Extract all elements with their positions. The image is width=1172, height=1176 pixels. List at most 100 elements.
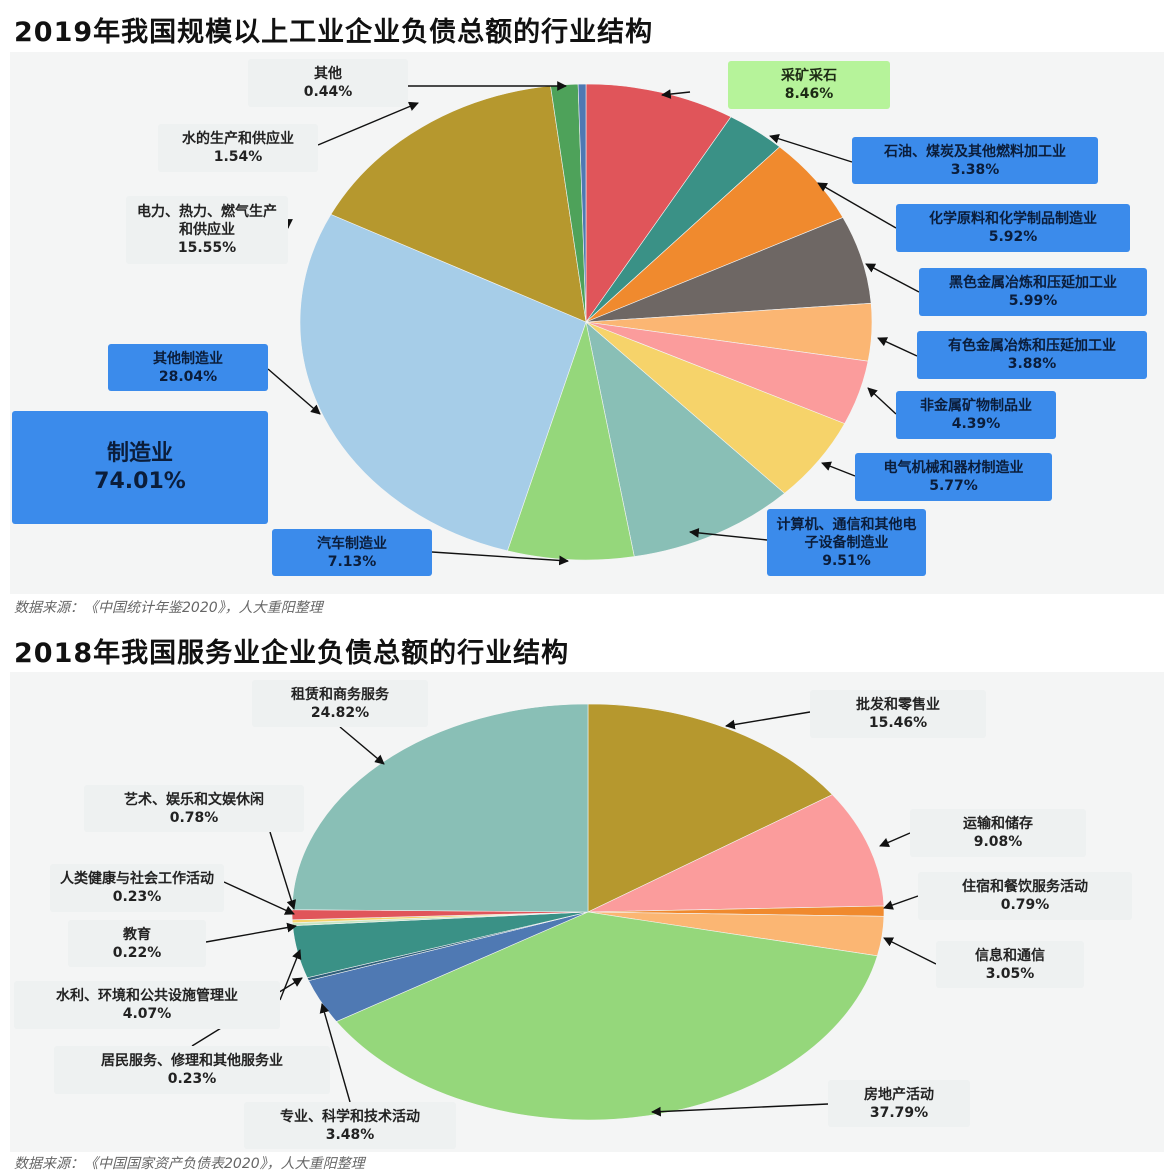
manufacturing-total-value: 74.01%: [94, 468, 186, 494]
chart2-leader-5: [319, 1003, 351, 1103]
slice-label-value: 0.79%: [1000, 897, 1050, 913]
chart2-leader-10: [269, 831, 297, 910]
chart1-source: 数据来源：《中国统计年鉴2020》，人大重阳整理: [14, 600, 323, 616]
slice-label-name: 运输和储存: [963, 816, 1033, 832]
manufacturing-total-name: 制造业: [106, 440, 173, 466]
chart2-slice-label-4: 房地产活动 37.79%: [828, 1080, 970, 1127]
slice-label-value: 0.44%: [303, 84, 353, 100]
chart2-slice-label-2: 住宿和餐饮服务活动 0.79%: [918, 872, 1132, 920]
slice-label-value: 9.08%: [973, 834, 1023, 850]
chart1-leader-5: [867, 387, 897, 415]
slice-label-name: 租赁和商务服务: [291, 686, 389, 703]
slice-label-name: 信息和通信: [975, 947, 1045, 964]
chart2-slice-label-3: 信息和通信 3.05%: [936, 941, 1084, 988]
chart1-slice-label-4: 有色金属冶炼和压延加工业 3.88%: [917, 331, 1147, 379]
slice-label-value: 0.78%: [169, 809, 219, 826]
chart1-leader-6: [821, 461, 856, 477]
slice-label-name: 其他制造业: [153, 350, 223, 367]
chart2-leader-2: [883, 895, 919, 910]
slice-label-name: 其他: [314, 66, 342, 82]
slice-label-name: 电气机械和器材制造业: [883, 460, 1024, 476]
slice-label-name: 居民服务、修理和其他服务业: [101, 1053, 283, 1069]
chart2-slice-label-10: 艺术、娱乐和文娱休闲 0.78%: [84, 785, 304, 832]
chart1-leader-0: [661, 89, 691, 99]
chart2-leader-3: [883, 937, 937, 965]
chart2-leader-1: [879, 832, 911, 847]
chart1-leader-4: [877, 337, 918, 357]
slice-label-name: 批发和零售业: [856, 697, 940, 713]
slice-label-value: 0.22%: [112, 944, 162, 961]
chart1-leader-3: [865, 263, 920, 293]
slice-label-name: 水的生产和供应业: [182, 131, 294, 147]
chart1-slice-label-1: 石油、煤炭及其他燃料加工业 3.38%: [852, 137, 1098, 184]
chart2-slice-label-11: 租赁和商务服务 24.82%: [252, 680, 428, 727]
chart2-leader-7: [279, 949, 302, 1001]
chart1-leader-1: [769, 133, 853, 163]
chart2-leader-11: [339, 726, 385, 765]
slice-label-value: 5.92%: [988, 229, 1038, 245]
chart2-leader-4: [651, 1103, 829, 1117]
slice-label-name: 化学原料和化学制品制造业: [929, 211, 1097, 227]
chart1-title: 2019年我国规模以上工业企业负债总额的行业结构: [14, 17, 654, 48]
chart1-slice-10: [330, 85, 587, 323]
chart1-slice-8: [507, 320, 635, 561]
chart2-slice-4: [335, 911, 878, 1121]
chart2-title: 2018年我国服务业企业负债总额的行业结构: [14, 638, 570, 669]
slice-label-name: 艺术、娱乐和文娱休闲: [124, 791, 264, 808]
chart2-slice-label-1: 运输和储存 9.08%: [910, 809, 1086, 857]
manufacturing-total-label: 制造业 74.01%: [12, 411, 268, 524]
slice-label-value: 24.82%: [310, 704, 370, 721]
chart1-slice-12: [577, 83, 587, 323]
chart1-leader-8: [431, 551, 569, 566]
chart2-slice-label-8: 教育 0.22%: [68, 920, 206, 967]
chart2-slice-label-6: 居民服务、修理和其他服务业 0.23%: [54, 1046, 330, 1094]
slice-label-name: 黑色金属冶炼和压延加工业: [949, 275, 1117, 291]
chart1-pie: [299, 83, 873, 561]
chart1-leader-11: [317, 101, 419, 146]
chart1-slice-label-10: 电力、热力、燃气生产和供应业 15.55%: [126, 196, 288, 264]
chart1-slice-label-2: 化学原料和化学制品制造业 5.92%: [896, 204, 1130, 252]
slice-label-name: 汽车制造业: [317, 535, 387, 552]
chart1-slice-label-11: 水的生产和供应业 1.54%: [158, 124, 318, 172]
slice-label-value: 3.48%: [325, 1126, 375, 1143]
slice-label-name: 教育: [123, 926, 151, 943]
chart2-slice-label-7: 水利、环境和公共设施管理业 4.07%: [14, 981, 280, 1029]
slice-label-value: 37.79%: [869, 1104, 929, 1121]
chart1-slice-9: [299, 213, 587, 552]
chart1-leader-9: [267, 368, 321, 415]
slice-label-name: 专业、科学和技术活动: [280, 1108, 420, 1125]
chart1-leader-2: [817, 182, 897, 229]
chart2-slice-label-9: 人类健康与社会工作活动 0.23%: [50, 864, 224, 912]
slice-label-name: 计算机、通信和其他电子设备制造业: [776, 516, 917, 551]
slice-label-value: 5.77%: [929, 478, 978, 494]
leader-lines: [191, 81, 937, 1117]
slice-label-value: 3.38%: [950, 161, 1000, 178]
slice-label-value: 7.13%: [327, 553, 377, 570]
slice-label-value: 4.39%: [951, 416, 1001, 432]
chart1-slice-label-7: 计算机、通信和其他电子设备制造业 9.51%: [767, 509, 926, 576]
chart2-leader-9: [223, 881, 295, 915]
slice-label-name: 非金属矿物制品业: [920, 398, 1032, 414]
chart1-slice-label-6: 电气机械和器材制造业 5.77%: [855, 453, 1052, 501]
chart1-slice-label-8: 汽车制造业 7.13%: [272, 529, 432, 576]
chart2-pie: [291, 703, 885, 1121]
slice-label-name: 采矿采石: [781, 68, 837, 84]
slice-label-value: 1.54%: [213, 149, 263, 165]
slice-label-name: 电力、热力、燃气生产和供应业: [137, 204, 277, 238]
slice-label-value: 4.07%: [122, 1006, 172, 1022]
slice-label-value: 0.23%: [112, 889, 162, 905]
slice-label-value: 8.46%: [784, 86, 834, 102]
chart2-slice-label-5: 专业、科学和技术活动 3.48%: [244, 1102, 456, 1149]
slice-label-value: 3.05%: [985, 965, 1035, 982]
slice-label-value: 5.99%: [1008, 293, 1058, 309]
chart2-leader-8: [205, 922, 297, 943]
chart2-leader-0: [725, 711, 811, 730]
slice-label-value: 3.88%: [1007, 356, 1057, 372]
chart2-slice-label-0: 批发和零售业 15.46%: [810, 690, 986, 738]
chart2-slice-1: [587, 794, 885, 913]
slice-label-name: 水利、环境和公共设施管理业: [56, 988, 238, 1004]
slice-label-value: 15.46%: [868, 715, 928, 731]
slice-label-value: 9.51%: [822, 552, 871, 569]
slice-label-name: 房地产活动: [864, 1086, 934, 1103]
